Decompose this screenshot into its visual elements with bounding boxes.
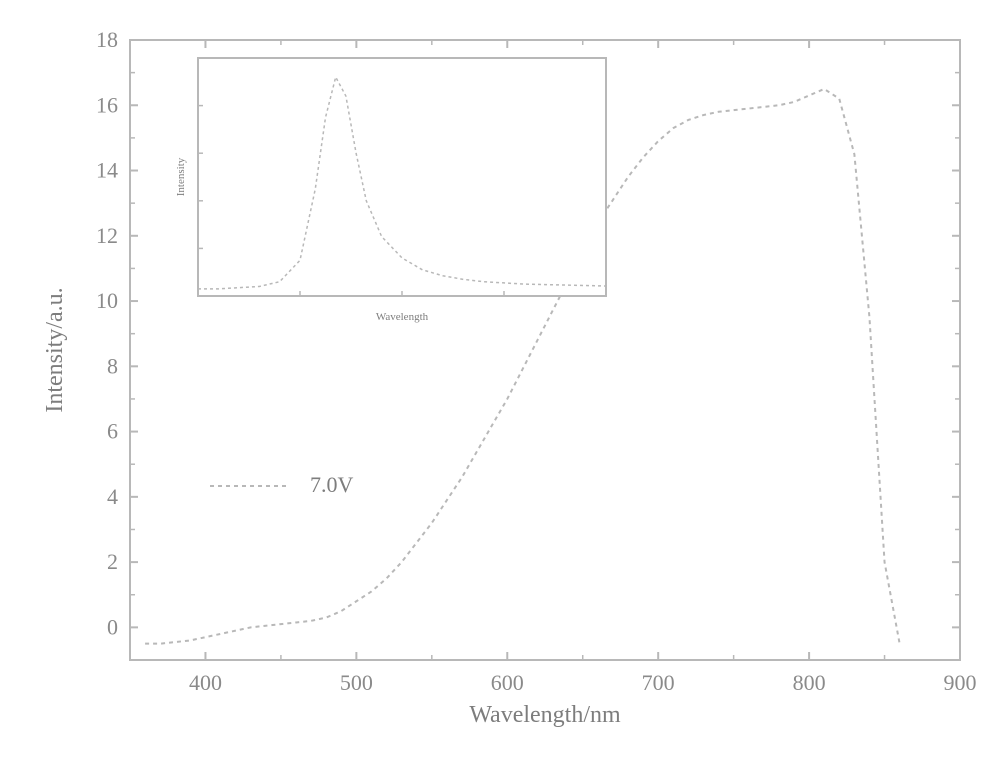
y-tick-label: 10 — [96, 288, 118, 313]
figure-svg: 400 500 600 700 800 900 0 2 4 6 8 10 12 14 16 18 Wavelen… — [0, 0, 1006, 764]
inset-frame — [198, 58, 606, 296]
x-tick-label: 700 — [642, 670, 675, 695]
x-tick-label: 800 — [793, 670, 826, 695]
y-axis-label: Intensity/a.u. — [42, 287, 68, 412]
x-tick-label: 900 — [944, 670, 977, 695]
x-tick-label: 500 — [340, 670, 373, 695]
x-tick-label: 400 — [189, 670, 222, 695]
y-tick-label: 14 — [96, 158, 118, 183]
x-tick-label: 600 — [491, 670, 524, 695]
y-tick-label: 8 — [107, 353, 118, 378]
y-tick-label: 6 — [107, 419, 118, 444]
inset-x-axis-label: Wavelength — [376, 311, 429, 323]
y-tick-label: 18 — [96, 27, 118, 52]
x-axis-label: Wavelength/nm — [469, 702, 621, 728]
y-tick-label: 4 — [107, 484, 118, 509]
y-tick-label: 0 — [107, 614, 118, 639]
y-tick-label: 16 — [96, 92, 118, 117]
figure-container: 400 500 600 700 800 900 0 2 4 6 8 10 12 14 16 18 Wavelen… — [0, 0, 1006, 764]
legend-label: 7.0V — [310, 472, 354, 497]
y-tick-label: 12 — [96, 223, 118, 248]
inset-y-axis-label: Intensity — [175, 157, 187, 196]
y-tick-label: 2 — [107, 549, 118, 574]
